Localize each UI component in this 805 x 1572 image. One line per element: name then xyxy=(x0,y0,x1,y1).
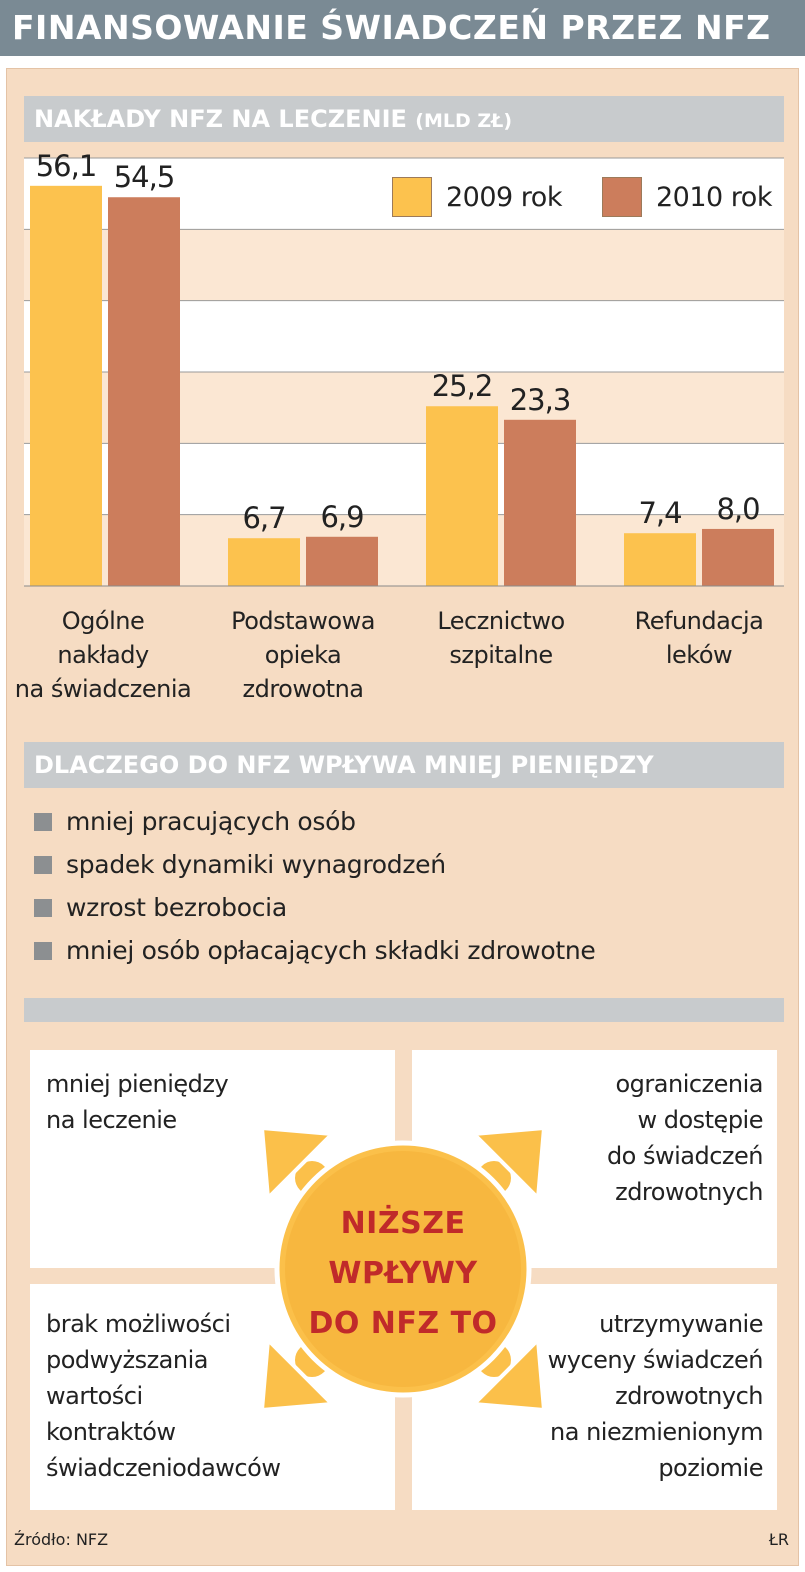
author-initials: ŁR xyxy=(768,1530,789,1549)
list-item: wzrost bezrobocia xyxy=(34,886,596,929)
bar-value-label: 6,7 xyxy=(242,501,285,535)
effect-text-line: wartości xyxy=(46,1382,143,1410)
arrow-head-bottom-left-icon xyxy=(259,1335,337,1413)
bar-value-label: 25,2 xyxy=(432,369,493,403)
effect-text-line: ograniczenia xyxy=(615,1070,763,1098)
center-heading-line: WPŁYWY xyxy=(328,1256,478,1291)
category-label-line: Lecznictwo xyxy=(437,607,565,635)
category-label-line: leków xyxy=(665,641,733,669)
reasons-section-heading: DLACZEGO DO NFZ WPŁYWA MNIEJ PIENIĘDZY xyxy=(24,742,784,788)
category-label-line: zdrowotna xyxy=(242,675,365,703)
chart-unit: (MLD ZŁ) xyxy=(415,110,513,132)
reason-text: spadek dynamiki wynagrodzeń xyxy=(66,850,446,879)
category-label-line: nakłady xyxy=(57,641,149,669)
list-item: mniej osób opłacających składki zdrowotn… xyxy=(34,929,596,972)
effect-box-top-right: ograniczenia w dostępie do świadczeń zdr… xyxy=(412,1050,777,1268)
category-label-line: szpitalne xyxy=(449,641,553,669)
list-item: spadek dynamiki wynagrodzeń xyxy=(34,843,596,886)
category-label-line: opieka xyxy=(264,641,342,669)
category-label-line: Ogólne xyxy=(61,607,145,635)
bar-chart: 56,1 6,7 25,2 7,4 54,5 6,9 23,3 8,0 xyxy=(24,149,784,587)
effect-text-line: do świadczeń xyxy=(606,1142,764,1170)
effect-text-line: podwyższania xyxy=(46,1346,208,1374)
effect-text-line: poziomie xyxy=(658,1454,763,1482)
effect-text-line: wyceny świadczeń xyxy=(547,1346,764,1374)
bar-value-label: 54,5 xyxy=(114,160,175,194)
bullet-square-icon xyxy=(34,898,52,917)
legend-label-2010: 2010 rok xyxy=(656,181,772,213)
chart-section-heading: NAKŁADY NFZ NA LECZENIE (MLD ZŁ) xyxy=(24,96,784,142)
effect-text-line: utrzymywanie xyxy=(599,1310,763,1338)
bar-value-label: 56,1 xyxy=(36,149,97,183)
bar-value-label: 23,3 xyxy=(510,383,571,417)
four-way-arrows-icon xyxy=(259,1125,547,1413)
center-heading-line: DO NFZ TO xyxy=(308,1306,498,1341)
reason-text: wzrost bezrobocia xyxy=(66,893,287,922)
bar-2009-1 xyxy=(228,538,300,586)
list-item: mniej pracujących osób xyxy=(34,800,596,843)
chart-heading-text: NAKŁADY NFZ NA LECZENIE xyxy=(34,105,407,133)
arrow-head-top-left-icon xyxy=(259,1125,337,1203)
bar-value-label: 8,0 xyxy=(716,492,759,526)
bar-2010-3 xyxy=(702,528,774,586)
bar-2009-2 xyxy=(426,406,498,586)
effect-text-line: w dostępie xyxy=(637,1106,763,1134)
legend-swatch-2009 xyxy=(392,177,432,217)
arrow-head-top-right-icon xyxy=(469,1125,547,1203)
category-label-general: Ogólne nakłady na świadczenia xyxy=(0,604,208,706)
legend-item-2010: 2010 rok xyxy=(602,177,772,217)
bar-2010-1 xyxy=(306,536,378,586)
bar-2009-3 xyxy=(624,533,696,586)
category-label-primary-care: Podstawowa opieka zdrowotna xyxy=(198,604,408,706)
section-divider xyxy=(24,998,784,1022)
arrow-head-bottom-right-icon xyxy=(469,1335,547,1413)
category-label-line: Podstawowa xyxy=(231,607,375,635)
page-title: FINANSOWANIE ŚWIADCZEŃ PRZEZ NFZ xyxy=(0,0,805,56)
bar-value-label: 7,4 xyxy=(638,496,681,530)
bullet-square-icon xyxy=(34,855,52,874)
category-label-line: Refundacja xyxy=(634,607,764,635)
legend-swatch-2010 xyxy=(602,177,642,217)
source-note: Źródło: NFZ xyxy=(14,1530,109,1549)
legend-item-2009: 2009 rok xyxy=(392,177,562,217)
reason-text: mniej osób opłacających składki zdrowotn… xyxy=(66,936,596,965)
reasons-list: mniej pracujących osób spadek dynamiki w… xyxy=(34,800,596,972)
category-label-hospitals: Lecznictwo szpitalne xyxy=(396,604,606,672)
center-heading-line: NIŻSZE xyxy=(340,1206,466,1241)
effect-text-line: brak możliwości xyxy=(46,1310,231,1338)
effect-text-line: mniej pieniędzy xyxy=(46,1070,229,1098)
bar-value-label: 6,9 xyxy=(320,500,363,534)
category-label-drug-refunds: Refundacja leków xyxy=(594,604,804,672)
effect-text-line: na leczenie xyxy=(46,1106,177,1134)
effect-text-line: kontraktów xyxy=(46,1418,176,1446)
effect-text-line: zdrowotnych xyxy=(615,1178,763,1206)
effect-text-line: świadczeniodawców xyxy=(46,1454,281,1482)
reason-text: mniej pracujących osób xyxy=(66,807,356,836)
center-heading: NIŻSZE WPŁYWY DO NFZ TO xyxy=(248,1199,558,1349)
effect-text-line: zdrowotnych xyxy=(615,1382,763,1410)
bar-2009-0 xyxy=(30,185,102,586)
bullet-square-icon xyxy=(34,812,52,831)
legend-label-2009: 2009 rok xyxy=(446,181,562,213)
category-label-line: na świadczenia xyxy=(14,675,192,703)
bullet-square-icon xyxy=(34,941,52,960)
effect-text-line: na niezmienionym xyxy=(550,1418,763,1446)
bar-2010-2 xyxy=(504,419,576,586)
bar-2010-0 xyxy=(108,197,180,586)
